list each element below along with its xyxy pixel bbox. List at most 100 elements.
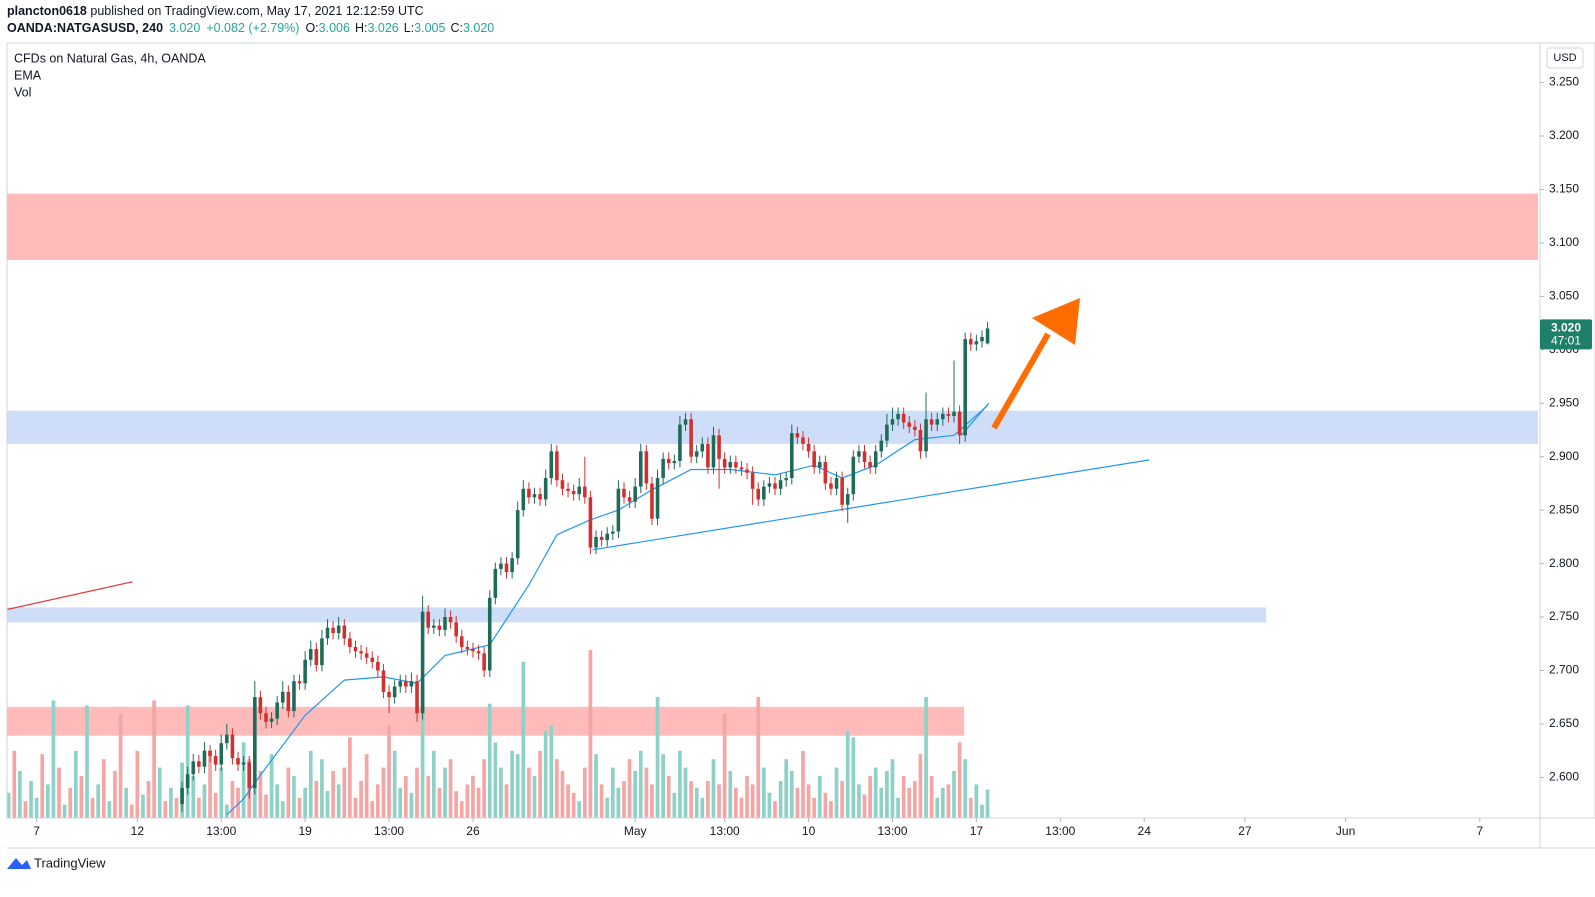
candle-body bbox=[722, 458, 727, 468]
currency-box[interactable] bbox=[1546, 47, 1584, 69]
volume-bar bbox=[761, 767, 766, 818]
candle-body bbox=[348, 638, 352, 647]
volume-bar bbox=[527, 767, 531, 818]
candle-body bbox=[963, 339, 967, 436]
volume-bar bbox=[689, 781, 693, 818]
candle-body bbox=[739, 467, 744, 470]
candle-body bbox=[857, 451, 861, 457]
volume-bar bbox=[666, 776, 671, 818]
x-tick-label: 13:00 bbox=[877, 824, 907, 838]
volume-bar bbox=[90, 797, 95, 818]
candle-body bbox=[236, 758, 240, 765]
volume-bar bbox=[728, 770, 733, 818]
candle-body bbox=[314, 649, 319, 666]
x-tick-label: 19 bbox=[298, 824, 312, 838]
candle-body bbox=[868, 462, 872, 468]
candle-body bbox=[745, 469, 749, 473]
candle-body bbox=[325, 627, 330, 639]
volume-bar bbox=[823, 792, 828, 818]
candle-body bbox=[331, 627, 335, 634]
candle-body bbox=[627, 497, 632, 502]
volume-bar bbox=[135, 750, 140, 818]
ohlc-label: O: bbox=[305, 21, 318, 35]
volume-bar bbox=[577, 801, 582, 818]
candle-body bbox=[661, 458, 665, 479]
volume-bar bbox=[700, 797, 705, 818]
candle-body bbox=[985, 328, 990, 344]
frame bbox=[6, 42, 1595, 819]
price-tag bbox=[1540, 319, 1592, 350]
volume-bar bbox=[795, 787, 800, 818]
header-line-2: OANDA:NATGASUSD, 240 3.020 +0.082 (+2.79%)… bbox=[7, 21, 494, 35]
candle-body bbox=[583, 486, 587, 498]
candle-body bbox=[292, 681, 296, 712]
volume-bar bbox=[57, 767, 61, 818]
candle-body bbox=[426, 611, 430, 628]
volume-bar bbox=[801, 750, 805, 818]
volume-bar bbox=[868, 776, 872, 818]
candle-body bbox=[622, 488, 626, 498]
y-tick-label: 2.950 bbox=[1549, 395, 1579, 409]
volume-bar bbox=[885, 770, 889, 818]
price-zone bbox=[7, 410, 1538, 444]
candle-body bbox=[672, 460, 677, 464]
x-tick-label: 7 bbox=[1476, 824, 1483, 838]
candle-body bbox=[471, 649, 475, 652]
volume-bar bbox=[661, 754, 665, 818]
candle-body bbox=[213, 756, 218, 765]
volume-bar bbox=[985, 789, 990, 818]
ohlc-value: 3.020 bbox=[463, 21, 494, 35]
candle-body bbox=[202, 750, 207, 767]
volume-bar bbox=[482, 759, 486, 818]
x-tick-label: 13:00 bbox=[1045, 824, 1075, 838]
volume-bar bbox=[694, 787, 699, 818]
candle-body bbox=[258, 697, 263, 714]
volume-bar bbox=[605, 797, 610, 818]
candle-body bbox=[829, 483, 833, 489]
y-tick-label: 2.600 bbox=[1549, 770, 1579, 784]
candle-body bbox=[543, 478, 548, 500]
volume-bar bbox=[633, 770, 638, 818]
volume-bar bbox=[834, 767, 839, 818]
volume-bar bbox=[224, 804, 229, 818]
candle-body bbox=[437, 625, 442, 630]
volume-bar bbox=[946, 784, 951, 818]
volume-bar bbox=[292, 776, 296, 818]
volume-bar bbox=[320, 759, 324, 818]
volume-bar bbox=[515, 754, 520, 818]
candle-body bbox=[756, 488, 761, 500]
volume-bar bbox=[364, 754, 369, 818]
volume-bar bbox=[258, 770, 263, 818]
volume-bar bbox=[672, 792, 677, 818]
volume-bar bbox=[812, 797, 817, 818]
volume-bar bbox=[980, 804, 984, 818]
y-tick-label: 2.900 bbox=[1549, 449, 1579, 463]
arrow-shaft bbox=[991, 332, 1051, 430]
candle-body bbox=[566, 488, 570, 491]
candle-body bbox=[454, 622, 458, 637]
volume-bar bbox=[387, 725, 391, 818]
candle-body bbox=[845, 494, 850, 505]
volume-bar bbox=[157, 767, 162, 818]
candle-body bbox=[527, 488, 531, 498]
price-tag-timer: 47:01 bbox=[1551, 334, 1581, 348]
y-tick-label: 2.700 bbox=[1549, 663, 1579, 677]
volume-bar bbox=[107, 801, 112, 818]
candle-body bbox=[734, 462, 738, 468]
candle-body bbox=[862, 451, 867, 463]
candle-body bbox=[700, 443, 705, 452]
y-tick-label: 2.850 bbox=[1549, 502, 1579, 516]
candle-body bbox=[459, 636, 464, 647]
candle-body bbox=[353, 646, 358, 652]
candle-body bbox=[683, 419, 688, 425]
candle-body bbox=[409, 681, 414, 687]
candle-body bbox=[666, 458, 671, 464]
candle-body bbox=[264, 713, 268, 722]
volume-bar bbox=[152, 700, 156, 818]
candle-body bbox=[907, 422, 912, 427]
volume-bar bbox=[767, 792, 772, 818]
candle-body bbox=[599, 536, 604, 541]
volume-bar bbox=[940, 787, 945, 818]
volume-bar bbox=[331, 770, 335, 818]
